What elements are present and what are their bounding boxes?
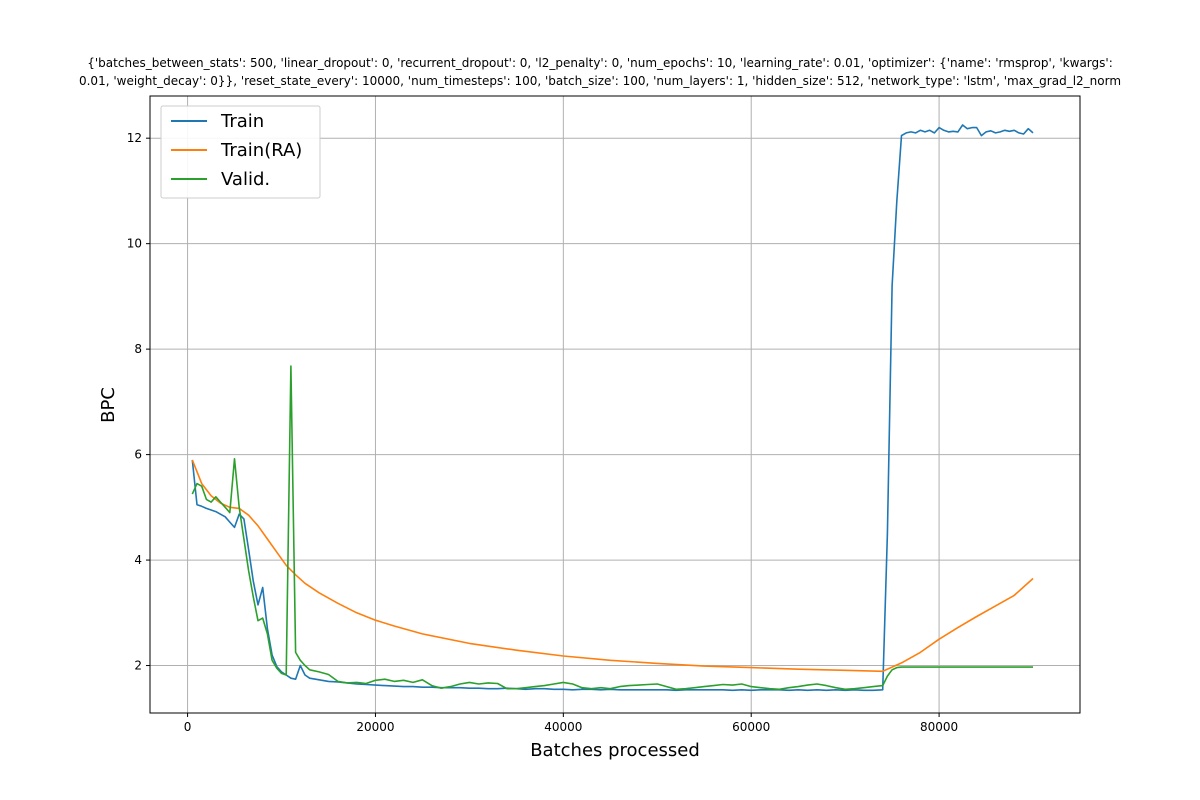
legend: Train Train(RA) Valid. <box>160 105 321 199</box>
x-tick-label: 80000 <box>920 720 958 734</box>
axis-ticks: 0 20000 40000 60000 80000 2 4 6 8 10 12 <box>127 131 958 734</box>
x-axis-label: Batches processed <box>530 740 700 761</box>
chart-title-line-2: 0.01, 'weight_decay': 0}}, 'reset_state_… <box>78 74 1122 88</box>
plot-frame <box>149 95 1081 714</box>
y-tick-label: 12 <box>127 131 142 145</box>
series-lines <box>191 124 1034 692</box>
chart-title-line-1: {'batches_between_stats': 500, 'linear_d… <box>87 56 1113 70</box>
series-line-valid <box>191 365 1033 691</box>
series-line-train-ra <box>191 459 1034 673</box>
x-tick-label: 20000 <box>356 720 394 734</box>
y-axis-label: BPC <box>98 387 119 423</box>
x-tick-label: 0 <box>184 720 192 734</box>
legend-label-train: Train <box>220 111 264 132</box>
y-tick-label: 6 <box>134 448 142 462</box>
x-tick-label: 60000 <box>732 720 770 734</box>
y-tick-label: 10 <box>127 237 142 251</box>
y-tick-label: 8 <box>134 342 142 356</box>
y-tick-label: 4 <box>134 553 142 567</box>
legend-label-train-ra: Train(RA) <box>220 140 302 161</box>
y-tick-label: 2 <box>134 659 142 673</box>
legend-box <box>160 105 321 199</box>
plot-area <box>150 96 1080 713</box>
legend-label-valid: Valid. <box>221 169 270 190</box>
x-tick-label: 40000 <box>544 720 582 734</box>
